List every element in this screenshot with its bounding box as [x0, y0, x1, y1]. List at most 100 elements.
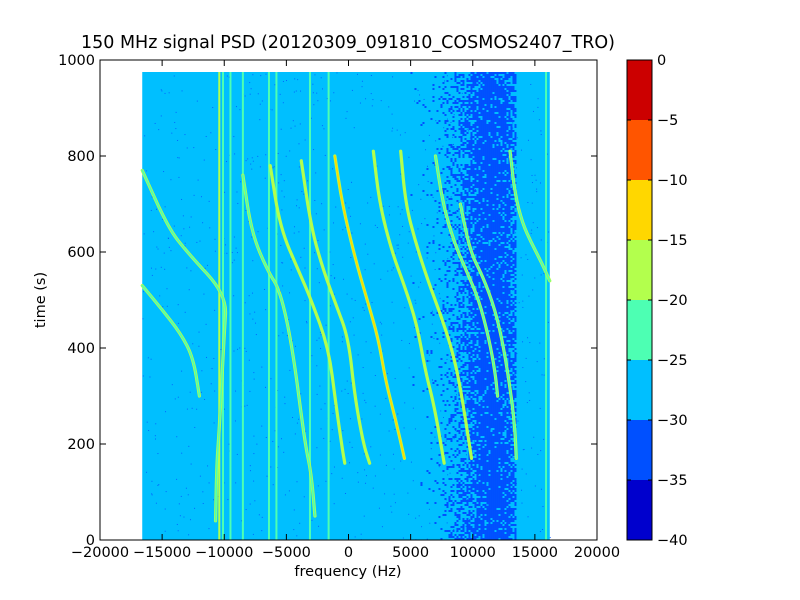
noise-cell — [490, 90, 493, 92]
noise-cell — [468, 382, 471, 384]
noise-cell — [494, 196, 497, 198]
noise-cell — [480, 168, 483, 170]
noise-cell — [494, 346, 497, 348]
noise-cell — [482, 350, 485, 352]
noise-cell — [472, 486, 475, 488]
noise-cell — [498, 438, 501, 440]
noise-cell — [492, 436, 495, 438]
noise-cell — [444, 362, 447, 364]
noise-cell — [494, 424, 497, 426]
noise-cell — [448, 246, 451, 248]
noise-cell — [508, 166, 511, 168]
noise-cell — [460, 494, 463, 496]
noise-cell — [514, 236, 517, 238]
noise-cell — [460, 470, 463, 472]
noise-cell — [494, 220, 497, 222]
noise-cell — [480, 348, 483, 350]
noise-cell — [510, 340, 513, 342]
noise-cell — [468, 358, 471, 360]
noise-cell — [504, 342, 507, 344]
noise-cell — [472, 480, 475, 482]
noise-cell — [496, 172, 499, 174]
noise-cell — [480, 262, 483, 264]
noise-cell — [462, 102, 465, 104]
noise-cell — [490, 222, 493, 224]
noise-cell — [490, 178, 493, 180]
noise-cell — [508, 228, 511, 230]
noise-cell — [474, 360, 477, 362]
chart-title: 150 MHz signal PSD (20120309_091810_COSM… — [81, 33, 615, 53]
noise-cell — [454, 100, 457, 102]
noise-cell — [474, 368, 477, 370]
noise-cell — [502, 366, 505, 368]
noise-cell — [422, 390, 425, 392]
noise-cell — [482, 302, 485, 304]
noise-cell — [462, 282, 465, 284]
noise-cell — [426, 352, 429, 354]
noise-cell — [482, 296, 485, 298]
noise-cell — [498, 450, 501, 452]
noise-cell — [500, 378, 503, 380]
noise-cell — [468, 474, 471, 476]
noise-cell — [486, 462, 489, 464]
noise-cell — [500, 176, 503, 178]
noise-cell — [480, 176, 483, 178]
noise-cell — [488, 418, 491, 420]
noise-cell — [498, 302, 501, 304]
noise-cell — [496, 336, 499, 338]
noise-cell — [490, 72, 493, 74]
noise-cell — [510, 324, 513, 326]
noise-cell — [500, 104, 503, 106]
noise-cell — [482, 120, 485, 122]
noise-cell — [488, 414, 491, 416]
noise-cell — [478, 254, 481, 256]
noise-cell — [504, 468, 507, 470]
noise-cell — [506, 260, 509, 262]
noise-cell — [478, 230, 481, 232]
noise-cell — [484, 358, 487, 360]
noise-cell — [492, 124, 495, 126]
noise-cell — [476, 212, 479, 214]
noise-cell — [496, 128, 499, 130]
noise-cell — [458, 74, 461, 76]
noise-cell — [480, 488, 483, 490]
noise-cell — [504, 452, 507, 454]
noise-cell — [474, 236, 477, 238]
noise-cell — [494, 352, 497, 354]
noise-cell — [504, 238, 507, 240]
noise-cell — [460, 360, 463, 362]
noise-cell — [454, 374, 457, 376]
noise-cell — [502, 382, 505, 384]
noise-cell — [474, 448, 477, 450]
noise-cell — [460, 118, 463, 120]
noise-cell — [502, 338, 505, 340]
noise-cell — [496, 166, 499, 168]
noise-cell — [500, 192, 503, 194]
noise-cell — [486, 84, 489, 86]
noise-cell — [492, 486, 495, 488]
noise-cell — [514, 404, 517, 406]
noise-cell — [474, 204, 477, 206]
noise-cell — [498, 344, 501, 346]
noise-cell — [480, 170, 483, 172]
noise-cell — [510, 488, 513, 490]
noise-cell — [492, 328, 495, 330]
noise-cell — [484, 96, 487, 98]
noise-cell — [476, 440, 479, 442]
noise-cell — [500, 164, 503, 166]
noise-cell — [470, 174, 473, 176]
noise-cell — [468, 456, 471, 458]
noise-cell — [484, 256, 487, 258]
noise-cell — [470, 220, 473, 222]
noise-cell — [492, 418, 495, 420]
noise-cell — [496, 362, 499, 364]
noise-cell — [472, 130, 475, 132]
noise-cell — [506, 268, 509, 270]
noise-cell — [472, 462, 475, 464]
noise-cell — [492, 482, 495, 484]
noise-cell — [502, 468, 505, 470]
noise-cell — [488, 400, 491, 402]
noise-cell — [508, 212, 511, 214]
noise-cell — [498, 260, 501, 262]
noise-cell — [476, 468, 479, 470]
